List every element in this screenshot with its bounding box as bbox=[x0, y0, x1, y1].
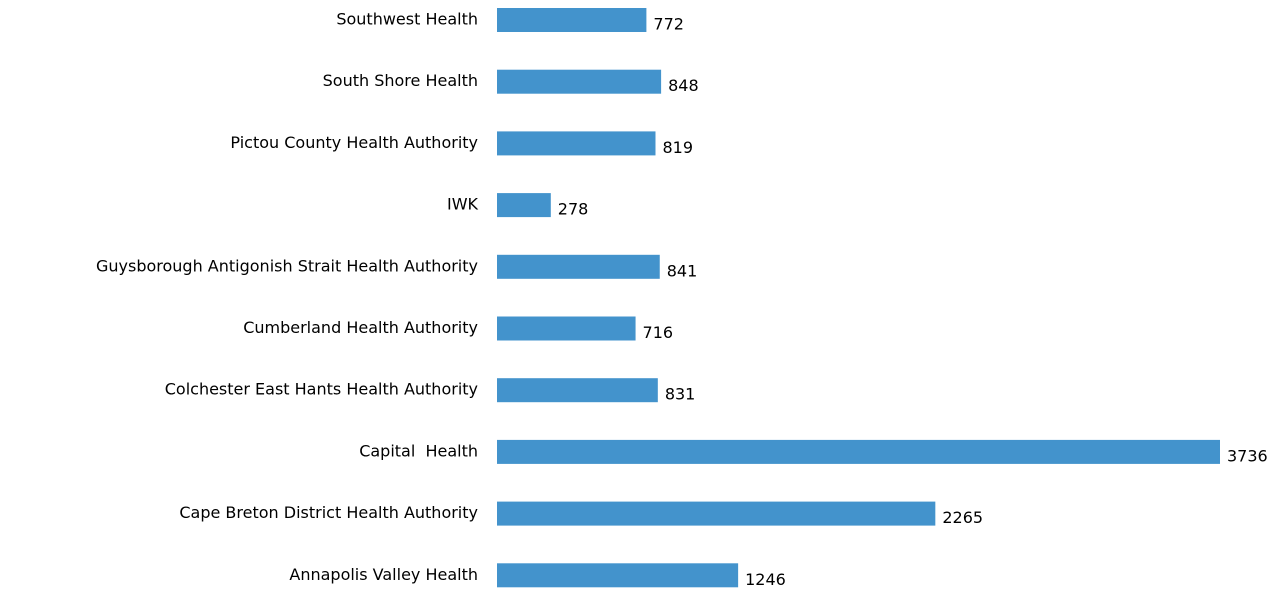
category-label: IWK bbox=[447, 195, 479, 214]
category-label: South Shore Health bbox=[323, 71, 478, 90]
bar bbox=[497, 501, 936, 526]
category-label: Colchester East Hants Health Authority bbox=[165, 380, 478, 399]
value-label: 2265 bbox=[942, 508, 983, 527]
value-label: 772 bbox=[653, 15, 684, 34]
bar bbox=[497, 69, 662, 94]
bar bbox=[497, 8, 647, 32]
value-label: 716 bbox=[643, 323, 674, 342]
bar bbox=[497, 316, 636, 341]
value-label: 1246 bbox=[745, 570, 786, 589]
bar bbox=[497, 193, 551, 218]
value-label: 819 bbox=[662, 138, 693, 157]
value-label: 848 bbox=[668, 76, 699, 95]
bar bbox=[497, 563, 739, 588]
category-label: Cape Breton District Health Authority bbox=[179, 503, 478, 522]
bar bbox=[497, 254, 660, 279]
bar bbox=[497, 378, 658, 403]
category-label: Annapolis Valley Health bbox=[289, 565, 478, 584]
category-label: Capital Health bbox=[359, 441, 478, 460]
bar bbox=[497, 439, 1220, 464]
category-label: Pictou County Health Authority bbox=[230, 133, 478, 152]
value-label: 841 bbox=[667, 261, 698, 280]
value-label: 831 bbox=[665, 385, 696, 404]
category-label: Southwest Health bbox=[336, 10, 478, 29]
category-label: Guysborough Antigonish Strait Health Aut… bbox=[96, 256, 478, 275]
category-label: Cumberland Health Authority bbox=[243, 318, 478, 337]
bar bbox=[497, 131, 656, 156]
value-label: 3736 bbox=[1227, 446, 1268, 465]
value-label: 278 bbox=[558, 200, 589, 219]
